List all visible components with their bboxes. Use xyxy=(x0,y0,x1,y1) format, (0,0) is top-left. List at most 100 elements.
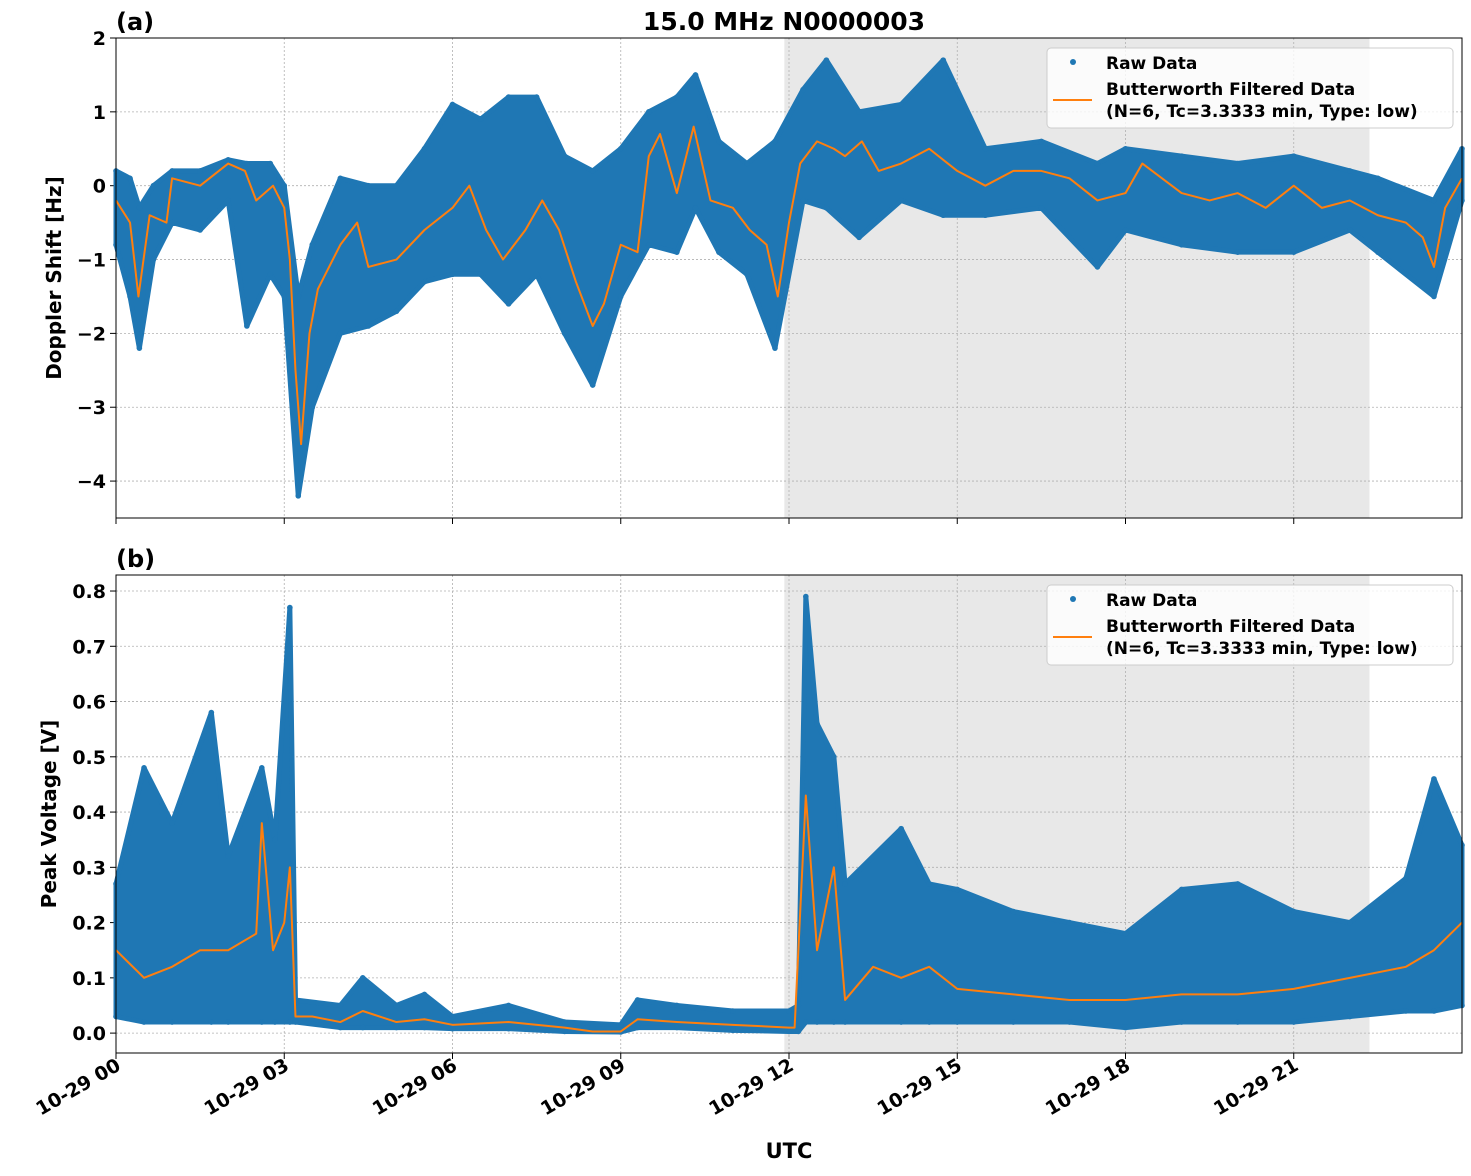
x-tick-label: 10-29 06 xyxy=(369,1054,461,1120)
raw-data-point xyxy=(1290,1019,1297,1025)
raw-data-point xyxy=(477,116,484,123)
raw-data-point xyxy=(421,278,428,285)
raw-data-point xyxy=(393,1002,400,1009)
raw-data-point xyxy=(169,820,175,826)
raw-data-point xyxy=(272,1019,278,1025)
raw-data-point xyxy=(1122,1024,1129,1031)
raw-data-point xyxy=(292,1019,299,1025)
raw-data-point xyxy=(169,219,175,226)
raw-data-point xyxy=(1066,919,1073,926)
y-tick-label: 0.1 xyxy=(72,968,106,990)
panel-label: (a) xyxy=(116,8,154,36)
raw-data-point xyxy=(692,72,699,78)
raw-data-point xyxy=(803,1019,809,1025)
raw-data-point xyxy=(337,330,344,337)
raw-data-point xyxy=(295,293,302,300)
panel-b: 10-29 00 10-29 03 10-29 06 10-29 09 10-29 12… xyxy=(32,545,1465,1120)
raw-data-point xyxy=(272,836,278,843)
y-tick-label: 1 xyxy=(93,102,106,124)
raw-data-point xyxy=(365,323,372,329)
raw-data-point xyxy=(786,1008,792,1014)
raw-data-point xyxy=(533,94,540,100)
axes-frame xyxy=(115,574,1463,1054)
y-tick-label: 0.0 xyxy=(72,1023,106,1045)
raw-data-point xyxy=(1178,241,1185,248)
x-tick-label: 10-29 00 xyxy=(32,1054,124,1120)
legend-raw-label: Raw Data xyxy=(1106,591,1197,611)
raw-data-point xyxy=(259,765,265,771)
y-tick-label: 0.2 xyxy=(72,913,106,935)
raw-data-point xyxy=(259,1019,265,1025)
raw-data-point xyxy=(982,212,989,219)
raw-data-point xyxy=(898,101,904,108)
raw-data-point xyxy=(674,1002,680,1009)
raw-data-point xyxy=(449,1013,456,1020)
raw-data-point xyxy=(281,182,288,189)
raw-data-point xyxy=(150,182,157,189)
raw-data-point xyxy=(561,330,568,337)
raw-data-point xyxy=(1290,249,1297,255)
raw-data-point xyxy=(225,157,231,163)
raw-data-point xyxy=(337,175,344,182)
x-tick-label: 10-29 18 xyxy=(1042,1054,1134,1120)
legend: Raw Data Butterworth Filtered Data(N=6, T… xyxy=(1046,584,1454,666)
raw-data-point xyxy=(1234,160,1241,167)
raw-data-point xyxy=(1178,1019,1185,1025)
raw-data-point xyxy=(1375,175,1381,182)
raw-data-point xyxy=(421,1024,428,1031)
raw-data-point xyxy=(197,227,203,233)
legend: Raw Data Butterworth Filtered Data(N=6, T… xyxy=(1046,47,1454,129)
raw-data-point xyxy=(141,1019,147,1025)
raw-data-point xyxy=(1122,227,1129,233)
raw-data-point xyxy=(449,101,456,108)
raw-data-point xyxy=(803,593,809,600)
raw-data-point xyxy=(795,1002,802,1009)
raw-data-point xyxy=(800,86,806,93)
raw-data-point xyxy=(1094,264,1101,270)
raw-data-point xyxy=(267,271,274,278)
y-axis-label: Peak Voltage [V] xyxy=(37,720,61,909)
raw-data-point xyxy=(692,205,699,211)
raw-data-point xyxy=(634,1024,641,1031)
y-tick-label: −3 xyxy=(77,397,106,419)
raw-data-point xyxy=(1122,930,1129,937)
raw-data-point xyxy=(1234,1019,1241,1025)
raw-data-point xyxy=(561,1019,568,1025)
raw-data-point xyxy=(1375,249,1381,255)
raw-data-point xyxy=(730,1008,736,1014)
raw-data-point xyxy=(645,109,652,115)
raw-data-point xyxy=(287,1019,293,1025)
raw-data-point xyxy=(337,1002,344,1009)
raw-data-point xyxy=(823,205,830,211)
raw-data-point xyxy=(127,293,133,300)
raw-data-point xyxy=(309,241,316,248)
raw-data-point xyxy=(1234,249,1241,255)
raw-data-point xyxy=(674,1024,680,1031)
raw-data-point xyxy=(1290,908,1297,915)
raw-data-point xyxy=(954,1019,961,1025)
filtered-data-line xyxy=(115,125,1463,446)
raw-data-point xyxy=(795,1028,802,1035)
y-tick-label: 0.4 xyxy=(72,802,106,824)
y-tick-label: 0.5 xyxy=(72,747,106,769)
raw-data-point xyxy=(730,1027,736,1034)
raw-data-point xyxy=(674,249,680,255)
raw-data-point xyxy=(800,197,806,204)
raw-data-point xyxy=(589,382,596,388)
raw-data-point xyxy=(1010,908,1017,915)
legend-filtered-label: Butterworth Filtered Data xyxy=(1106,617,1355,637)
raw-data-point xyxy=(505,1025,512,1032)
x-tick-label: 10-29 09 xyxy=(537,1054,629,1120)
raw-data-point xyxy=(1234,881,1241,887)
raw-data-point xyxy=(225,1019,231,1025)
raw-data-point xyxy=(169,1019,175,1025)
x-tick-label: 10-29 12 xyxy=(705,1054,797,1120)
raw-data-point xyxy=(842,1019,848,1025)
raw-data-point xyxy=(225,197,231,204)
raw-data-point xyxy=(926,881,933,887)
raw-data-point xyxy=(141,765,147,771)
raw-data-point xyxy=(197,168,203,174)
chart-title: 15.0 MHz N0000003 xyxy=(643,7,925,36)
raw-data-point xyxy=(645,241,652,248)
